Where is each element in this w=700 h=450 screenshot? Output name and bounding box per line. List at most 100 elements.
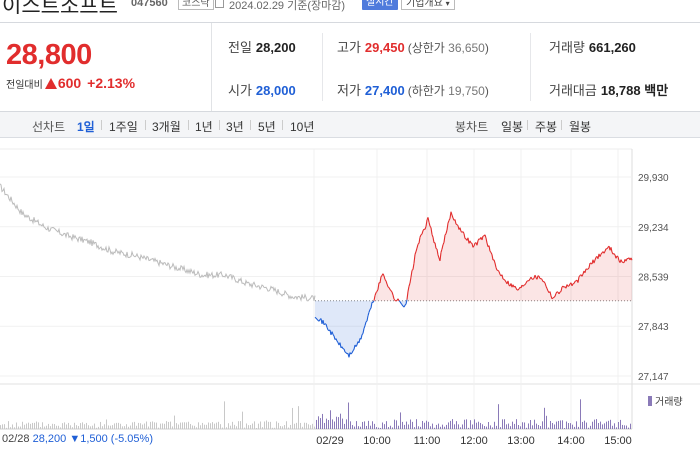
series-segment-up: [604, 248, 607, 252]
series-segment-up: [621, 261, 624, 263]
volume-bar: [620, 419, 621, 429]
volume-bar: [582, 421, 583, 429]
volume-bar: [540, 426, 541, 429]
series-segment-up: [573, 281, 576, 284]
volume-bar: [342, 418, 343, 429]
divider: [530, 33, 531, 101]
volume-bar: [600, 421, 601, 429]
divider: [561, 120, 562, 130]
volume-bar: [182, 422, 183, 429]
volume-bar: [282, 426, 283, 429]
volume-bar: [120, 423, 121, 429]
series-segment-up: [577, 276, 580, 283]
volume-bar: [248, 425, 249, 429]
company-overview-button[interactable]: 기업개요 ▾: [401, 0, 455, 10]
volume-bar: [258, 423, 259, 429]
volume-bar: [206, 424, 207, 429]
volume-bar: [56, 425, 57, 429]
volume-bar: [536, 423, 537, 429]
volume-bar: [578, 426, 579, 429]
volume-bar: [134, 421, 135, 429]
volume-bar: [214, 423, 215, 429]
volume-bar: [172, 426, 173, 429]
volume-bar: [400, 412, 401, 429]
series-segment-down: [350, 352, 353, 355]
lower-limit-value: 19,750: [448, 84, 485, 98]
series-segment-down: [365, 320, 368, 323]
volume-bar: [308, 424, 309, 429]
series-segment-up: [481, 235, 484, 241]
series-segment-up: [437, 254, 440, 259]
series-segment-up: [546, 288, 549, 292]
period-10y[interactable]: 10년: [290, 120, 315, 134]
volume-bar: [382, 422, 383, 429]
period-1d[interactable]: 1일: [77, 120, 95, 134]
volume-bar: [334, 421, 335, 429]
series-segment-up: [472, 245, 475, 248]
low-label: 저가: [337, 83, 361, 98]
volume-bar: [448, 422, 449, 429]
volume-bar: [32, 422, 33, 429]
volume-bar: [132, 422, 133, 429]
period-3y[interactable]: 3년: [226, 120, 244, 134]
series-segment-down: [344, 351, 347, 354]
volume-bar: [506, 424, 507, 429]
intraday-chart[interactable]: 29,930 29,234 28,539 27,843 27,147 02/29 10:00…: [0, 139, 700, 450]
series-segment-up: [422, 228, 425, 231]
candle-weekly[interactable]: 주봉: [535, 120, 558, 134]
volume-bar: [74, 422, 75, 429]
series-segment-up: [397, 298, 400, 302]
series-segment-up: [416, 244, 419, 249]
volume-bar: [184, 422, 185, 429]
volume-bar: [572, 424, 573, 429]
period-5y[interactable]: 5년: [258, 120, 276, 134]
series-segment-up: [544, 282, 547, 287]
series-segment-down: [399, 301, 402, 304]
volume-bar: [204, 424, 205, 429]
volume-bar: [302, 426, 303, 429]
volume-bar: [130, 425, 131, 429]
volume-bar: [602, 424, 603, 429]
series-segment-up: [463, 233, 466, 239]
volume-bar: [106, 419, 107, 429]
volume-bar: [424, 422, 425, 429]
period-1w[interactable]: 1주일: [109, 120, 138, 134]
volume-bar: [36, 421, 37, 429]
divider: [527, 120, 528, 130]
period-3m[interactable]: 3개월: [152, 120, 181, 134]
series-segment-up: [384, 279, 387, 282]
series-segment-down: [331, 331, 334, 335]
series-segment-up: [558, 291, 561, 295]
series-segment-up: [515, 287, 518, 291]
realtime-button[interactable]: 실시간: [362, 0, 398, 10]
current-price-box: 28,800 전일대비 600 +2.13%: [0, 23, 212, 111]
series-segment-down: [335, 338, 338, 342]
volume-label: 거래량: [549, 40, 585, 55]
series-segment-down: [358, 338, 361, 344]
volume-bar: [276, 421, 277, 429]
volume-bar: [446, 424, 447, 429]
series-segment-up: [393, 298, 396, 301]
volume-bar: [252, 423, 253, 429]
volume-legend-label: 거래량: [655, 397, 683, 408]
volume-bar: [562, 420, 563, 429]
change-percent: +2.13%: [87, 75, 136, 91]
volume-bar: [428, 421, 429, 429]
volume-bar: [434, 427, 435, 429]
market-badge: 코스닥: [178, 0, 214, 10]
volume-bar: [236, 426, 237, 429]
series-segment-up: [600, 252, 603, 255]
series-segment-down: [322, 319, 325, 325]
volume-bar: [84, 424, 85, 429]
series-segment-up: [528, 278, 531, 281]
volume-bar: [376, 427, 377, 429]
period-1y[interactable]: 1년: [195, 120, 213, 134]
volume-bar: [196, 427, 197, 429]
candle-daily[interactable]: 일봉: [501, 120, 524, 134]
volume-bar: [396, 420, 397, 429]
series-segment-up: [537, 275, 540, 277]
volume-bar: [128, 426, 129, 429]
series-segment-up: [446, 222, 449, 231]
volume-bar: [54, 424, 55, 429]
candle-monthly[interactable]: 월봉: [569, 120, 592, 134]
